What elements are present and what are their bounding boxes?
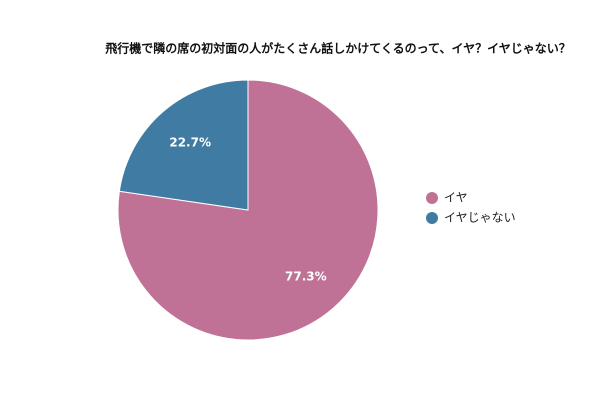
legend-label: イヤじゃない — [444, 211, 516, 225]
pie-slice — [118, 79, 249, 211]
slice-label: 22.7% — [169, 136, 211, 150]
legend-swatch — [426, 212, 438, 224]
legend-label: イヤ — [444, 191, 468, 205]
slice-label: 77.3% — [285, 269, 327, 283]
legend-swatch — [426, 192, 438, 204]
chart-title: 飛行機で隣の席の初対面の人がたくさん話しかけてくるのって、イヤ？イヤじゃない？ — [104, 41, 570, 56]
pie-slice — [117, 79, 379, 341]
